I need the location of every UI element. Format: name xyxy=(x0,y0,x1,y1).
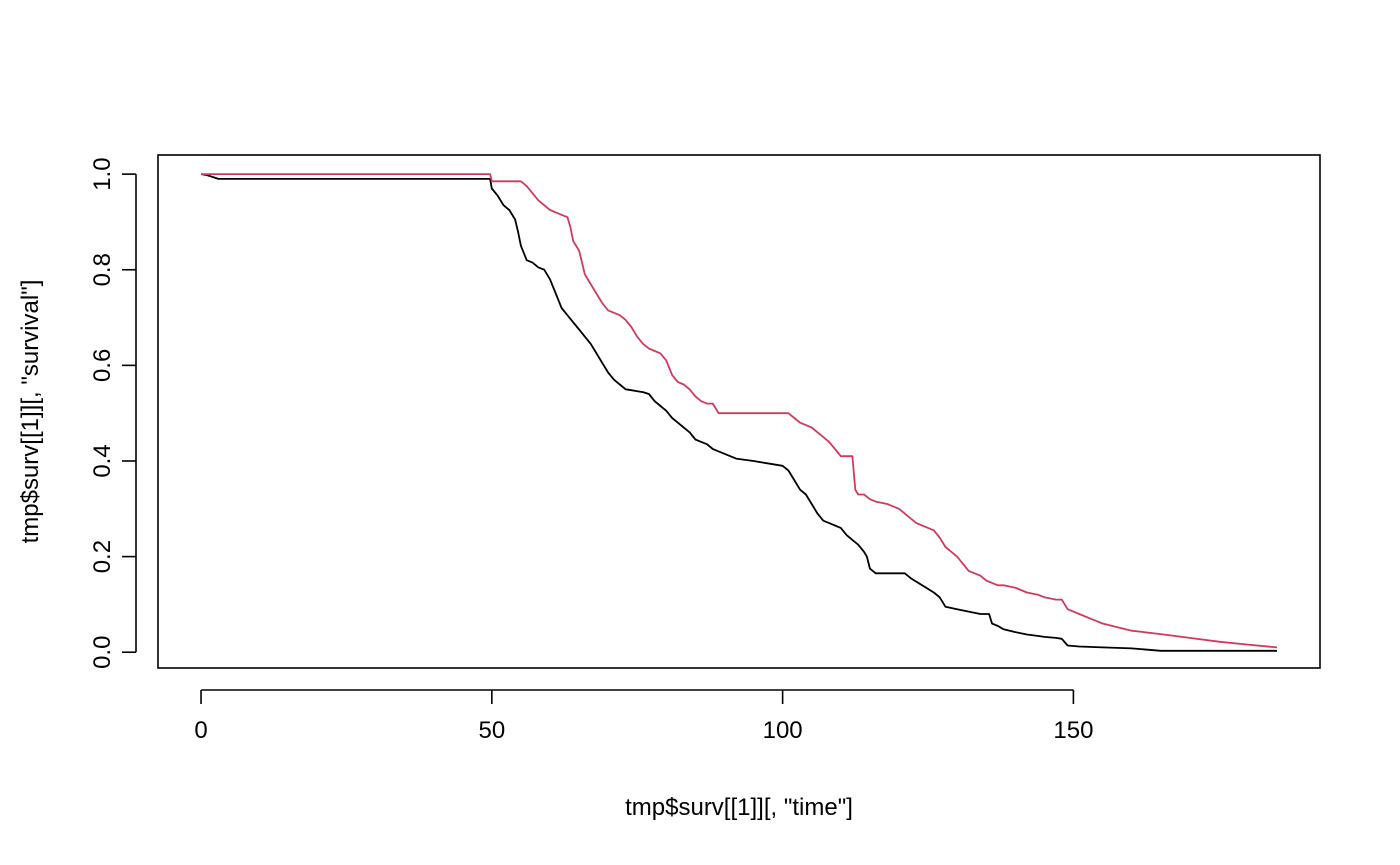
y-tick-label: 0.2 xyxy=(89,540,116,573)
y-axis: 0.0 0.2 0.4 0.6 0.8 1.0 xyxy=(89,157,137,669)
x-tick-label: 50 xyxy=(478,717,505,744)
series-layer xyxy=(200,173,1278,652)
y-tick-label: 1.0 xyxy=(89,157,116,190)
x-axis: 0 50 100 150 xyxy=(194,689,1093,744)
x-tick-label: 150 xyxy=(1053,717,1093,744)
y-tick-label: 0.8 xyxy=(89,253,116,286)
y-tick-label: 0.4 xyxy=(89,444,116,477)
y-tick-label: 0.0 xyxy=(89,636,116,669)
x-axis-label: tmp$surv[[1]][, "time"] xyxy=(625,794,853,821)
y-axis-label: tmp$surv[[1]][, "survival"] xyxy=(17,280,44,544)
series-line-1 xyxy=(200,173,1277,652)
x-tick-label: 100 xyxy=(763,717,803,744)
x-tick-label: 0 xyxy=(194,717,207,744)
plot-frame xyxy=(157,154,1321,669)
y-tick-label: 0.6 xyxy=(89,349,116,382)
series-line-2 xyxy=(201,173,1278,649)
